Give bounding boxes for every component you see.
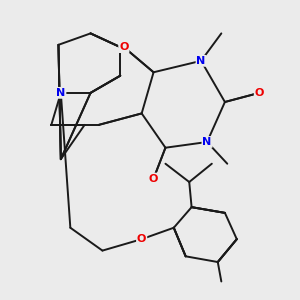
Text: O: O: [149, 174, 158, 184]
Text: O: O: [119, 42, 128, 52]
Text: N: N: [202, 137, 212, 147]
Text: N: N: [196, 56, 206, 66]
Text: N: N: [56, 88, 65, 98]
Text: O: O: [137, 234, 146, 244]
Text: O: O: [255, 88, 264, 98]
